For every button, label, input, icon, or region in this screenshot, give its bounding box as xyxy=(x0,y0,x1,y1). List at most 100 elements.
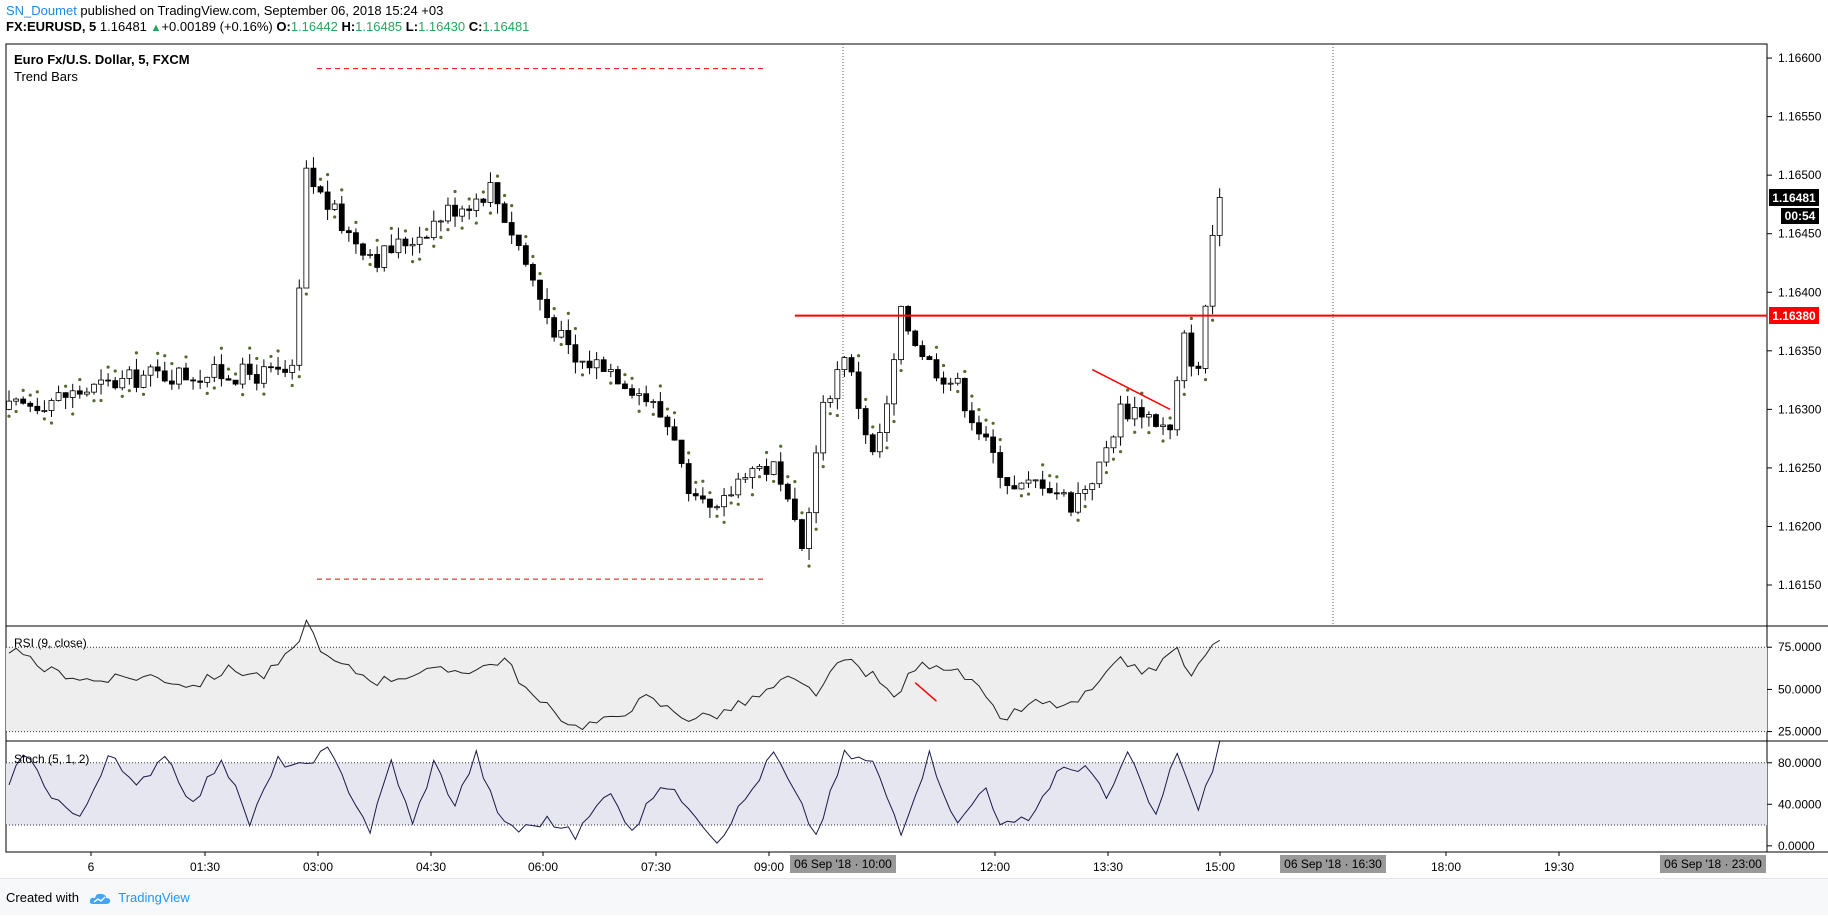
candle-body xyxy=(275,366,281,370)
high-value: 1.16485 xyxy=(355,19,403,34)
candle-body xyxy=(1075,492,1081,513)
candle-body xyxy=(784,483,791,500)
high-label: H: xyxy=(341,19,356,34)
candle-body xyxy=(1131,407,1138,420)
candle-body xyxy=(947,382,954,385)
time-cursor-label-1: 06 Sep '18 · 10:00 xyxy=(794,857,892,871)
chart-canvas[interactable]: 1.16150 1.16200 1.16250 1.16300 1.16350 1.164… xyxy=(0,0,1828,878)
symbol-label: FX:EURUSD, 5 xyxy=(6,19,97,34)
trend-bar-marker xyxy=(658,384,662,388)
trend-bar-marker xyxy=(78,377,82,382)
candle-body xyxy=(586,360,593,369)
trend-bar-marker xyxy=(750,493,755,497)
candle-body xyxy=(791,498,798,521)
trend-bar-marker xyxy=(127,389,131,393)
trend-bar-marker xyxy=(212,386,216,390)
candle-body xyxy=(607,369,614,372)
trend-bar-marker xyxy=(835,413,839,418)
candle-body xyxy=(55,392,62,401)
trend-bar-marker xyxy=(630,376,634,380)
candle-body xyxy=(168,380,175,385)
candle-body xyxy=(855,371,862,409)
trend-bar-marker xyxy=(715,514,719,518)
candle-body xyxy=(1004,477,1011,487)
trend-bar-marker xyxy=(205,391,209,395)
main-price-pane[interactable] xyxy=(6,44,1768,626)
candle-body xyxy=(1089,483,1096,490)
author-link[interactable]: SN_Doumet xyxy=(6,3,77,18)
trend-bar-marker xyxy=(503,193,507,198)
trend-bar-marker xyxy=(326,173,330,177)
candle-body xyxy=(968,410,975,424)
trend-bar-marker xyxy=(106,365,110,369)
price-axis[interactable]: 1.16150 1.16200 1.16250 1.16300 1.16350 1.164… xyxy=(1767,51,1822,853)
trend-bar-marker xyxy=(998,438,1002,442)
candle-body xyxy=(799,519,805,549)
candle-body xyxy=(253,374,260,384)
low-value: 1.16430 xyxy=(418,19,466,34)
trend-bar-marker xyxy=(623,373,627,377)
candle-body xyxy=(593,359,600,369)
candle-body xyxy=(898,305,904,361)
candle-body xyxy=(183,367,189,381)
candle-body xyxy=(961,377,968,412)
candle-body xyxy=(34,405,41,412)
trend-bar-marker xyxy=(439,235,443,239)
stoch-tick-label: 40.0000 xyxy=(1778,797,1822,811)
candle-body xyxy=(437,220,444,223)
candle-body xyxy=(820,401,827,454)
candle-body xyxy=(423,236,430,239)
last-price-box xyxy=(1769,189,1819,206)
trend-bar-marker xyxy=(134,351,139,355)
candle-body xyxy=(692,493,699,497)
candle-body xyxy=(770,461,777,475)
candle-body xyxy=(813,452,820,514)
trend-bar-marker xyxy=(1161,439,1165,443)
candle-body xyxy=(133,369,140,388)
candle-body xyxy=(345,230,352,234)
trend-bar-marker xyxy=(864,397,868,402)
trend-bar-marker xyxy=(42,417,47,421)
price-tick-label: 1.16250 xyxy=(1778,461,1822,475)
candle-body xyxy=(714,506,720,509)
time-tick-label: 09:00 xyxy=(754,860,784,874)
candle-body xyxy=(1011,485,1018,490)
candle-body xyxy=(841,357,848,371)
time-tick-label: 01:30 xyxy=(190,860,220,874)
trend-bar-marker xyxy=(821,464,825,469)
trend-bar-marker xyxy=(184,355,188,359)
horizontal-line-price-label: 1.16380 xyxy=(1772,309,1816,323)
trend-bar-marker xyxy=(467,197,471,201)
candle-body xyxy=(211,364,218,378)
trend-bar-marker xyxy=(524,234,528,239)
candle-body xyxy=(317,186,324,193)
candle-body xyxy=(884,403,890,433)
time-cursor-box-2 xyxy=(1280,855,1386,873)
stoch-pane[interactable] xyxy=(6,741,1767,844)
trend-bar-marker xyxy=(141,392,146,396)
candle-body xyxy=(218,364,225,380)
rsi-pane[interactable] xyxy=(6,619,1767,733)
candle-body xyxy=(105,379,112,382)
trend-bar-marker xyxy=(418,257,422,261)
candle-body xyxy=(756,465,763,469)
trend-bar-marker xyxy=(687,451,691,455)
candle-body xyxy=(204,376,211,383)
candle-body xyxy=(20,398,27,404)
candle-body xyxy=(905,305,912,332)
candle-body xyxy=(98,379,104,385)
created-with-text: Created with xyxy=(6,890,79,905)
candle-body xyxy=(869,434,876,453)
trend-bar-marker xyxy=(1048,474,1052,478)
candle-body xyxy=(246,363,253,375)
tradingview-brand-link[interactable]: TradingView xyxy=(118,890,190,905)
trend-bar-marker xyxy=(970,394,974,398)
last-price-label: 1.16481 xyxy=(1772,191,1816,205)
trend-bar-marker xyxy=(807,564,811,568)
trend-bar-marker xyxy=(1118,450,1123,454)
trend-bar-marker xyxy=(573,326,578,331)
time-axis[interactable]: 6 01:30 03:00 04:30 06:00 07:30 09:00 12:00 13:3… xyxy=(88,852,1575,874)
candle-body xyxy=(473,198,480,211)
trend-bar-marker xyxy=(1182,392,1186,396)
trend-bar-marker xyxy=(1041,463,1045,467)
